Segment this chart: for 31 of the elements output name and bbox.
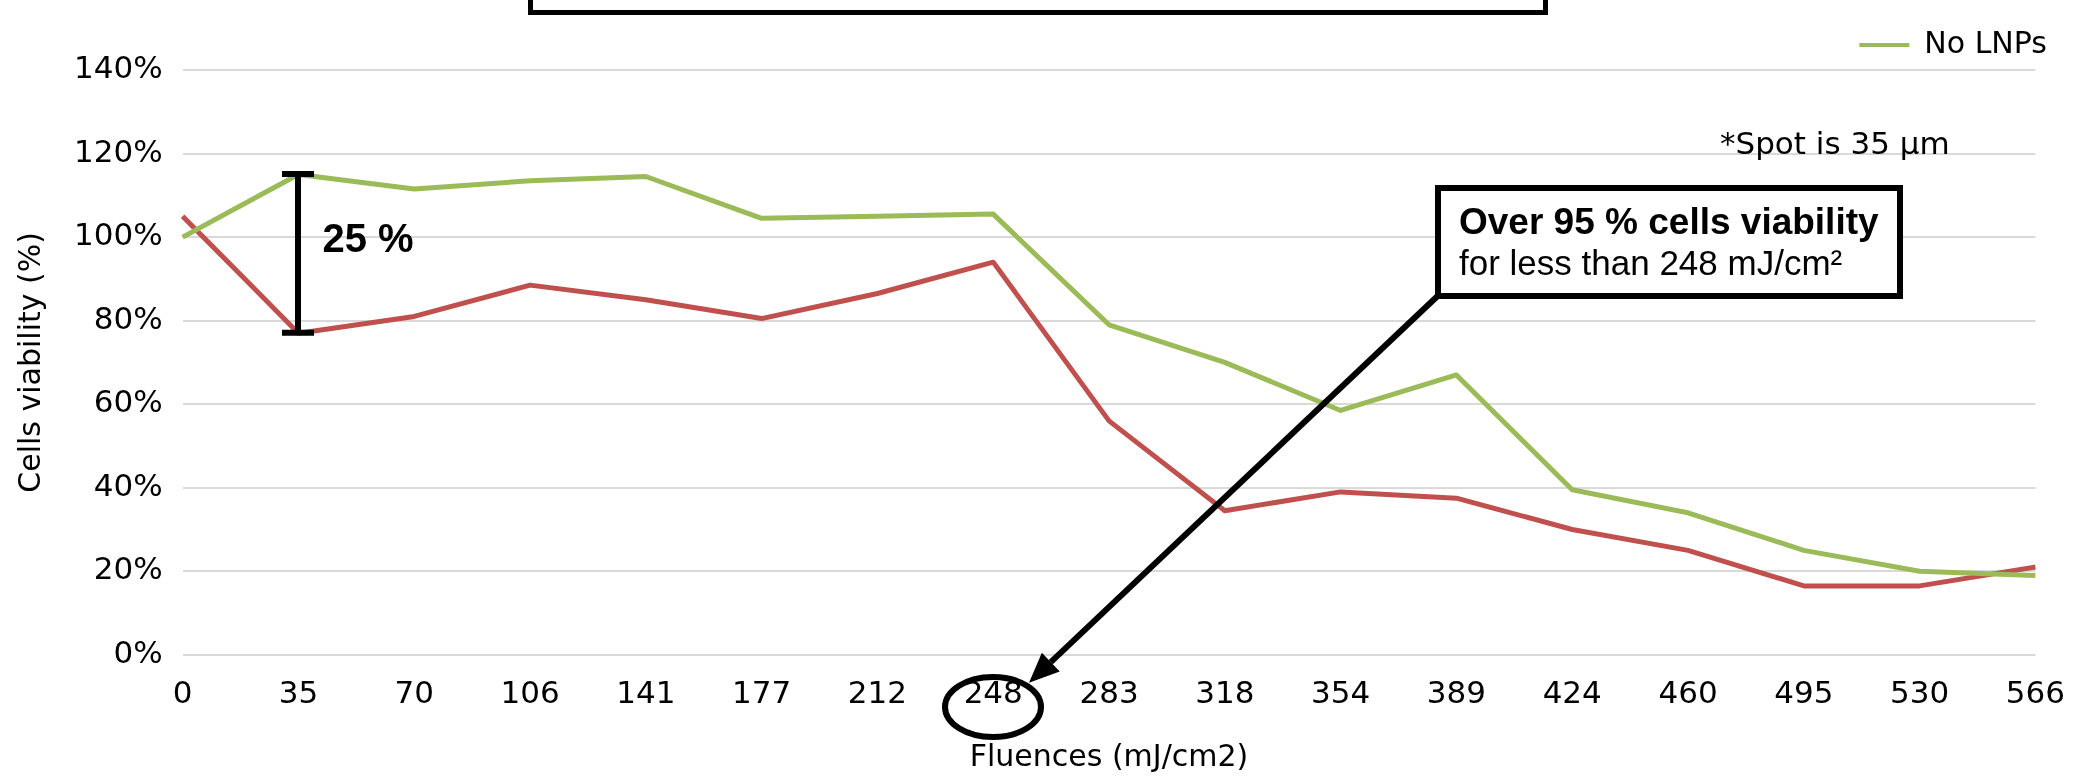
x-tick-label: 70 [394, 674, 434, 711]
y-tick-label: 140% [73, 49, 163, 86]
x-tick-label: 354 [1311, 674, 1371, 711]
x-tick-label: 106 [500, 674, 560, 711]
y-tick-label: 20% [93, 550, 163, 587]
annotation: Over 95 % cells viability [1459, 201, 1879, 243]
x-axis-title: Fluences (mJ/cm2) [969, 737, 1249, 773]
y-tick-label: 60% [93, 383, 163, 420]
y-axis-title: Cells viability (%) [11, 232, 47, 493]
x-tick-label: 460 [1658, 674, 1718, 711]
x-tick-label: 283 [1079, 674, 1139, 711]
x-tick-label: 177 [732, 674, 792, 711]
x-tick-label: 212 [847, 674, 908, 711]
x-tick-label: 495 [1774, 674, 1834, 711]
x-tick-label: 389 [1426, 674, 1486, 711]
annotation: 25 % [322, 214, 414, 262]
x-tick-label: 35 [278, 674, 319, 711]
y-tick-label: 40% [93, 466, 163, 503]
annotation: *Spot is 35 µm [1720, 125, 1950, 161]
y-tick-label: 80% [93, 299, 163, 336]
x-tick-label: 530 [1890, 674, 1950, 711]
y-tick-label: 100% [73, 216, 163, 253]
x-tick-label: 566 [2005, 674, 2065, 711]
x-tick-label: 0 [172, 674, 193, 711]
legend-label: No LNPs [1924, 24, 2048, 60]
x-tick-label: 318 [1195, 674, 1255, 711]
annotation: for less than 248 mJ/cm² [1459, 243, 1844, 283]
y-tick-label: 0% [113, 633, 163, 670]
x-tick-label: 141 [616, 674, 676, 711]
x-tick-label: 424 [1542, 674, 1602, 711]
y-tick-label: 120% [73, 132, 163, 169]
